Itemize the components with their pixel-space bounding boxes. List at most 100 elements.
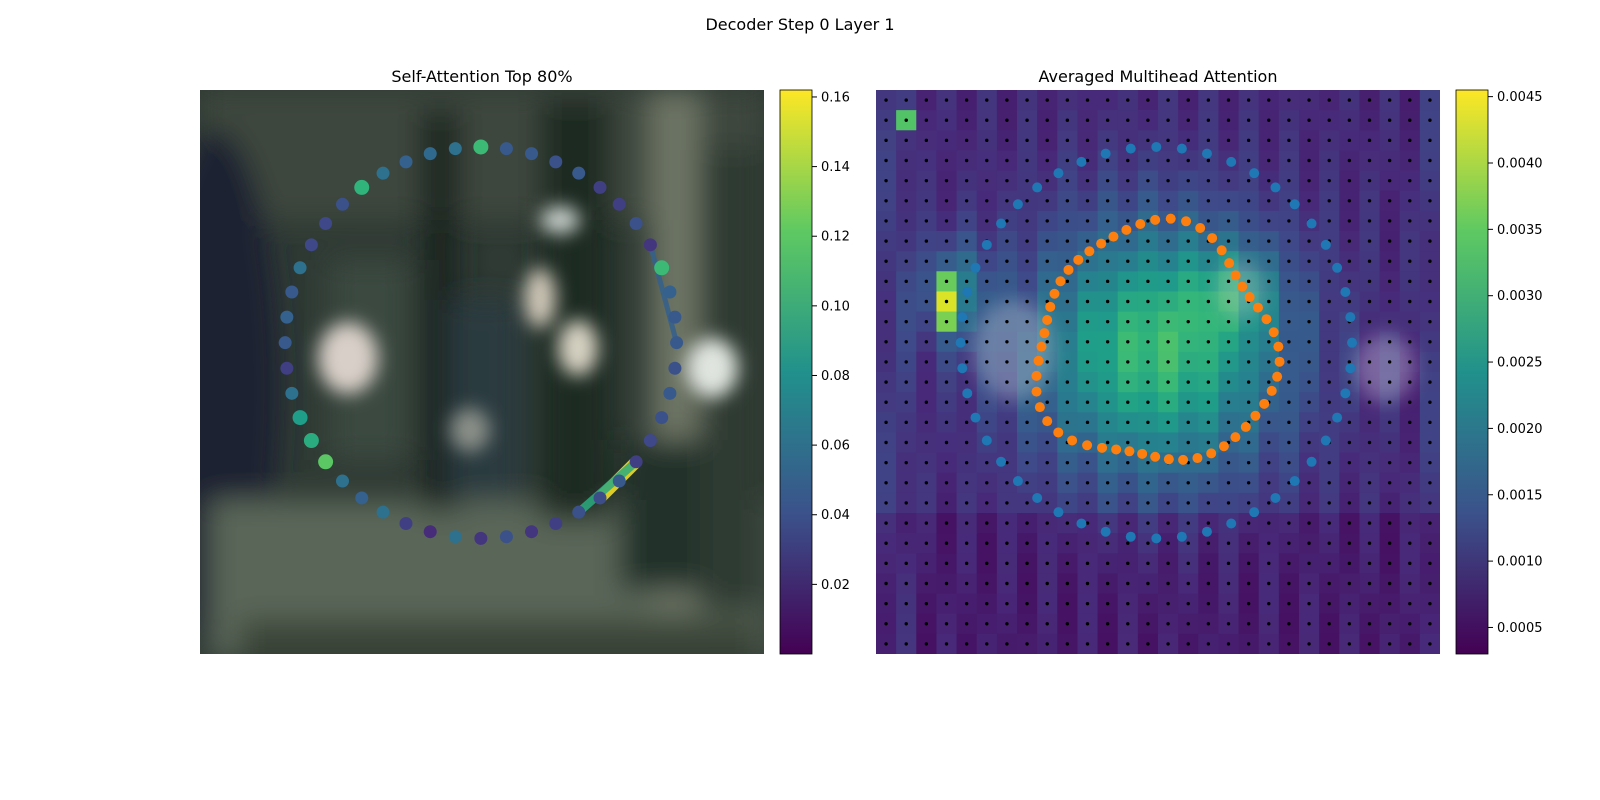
grid-point <box>1428 360 1432 364</box>
grid-point <box>1045 199 1049 203</box>
grid-point <box>904 420 908 425</box>
grid-point <box>1085 259 1090 263</box>
grid-point <box>1186 118 1190 122</box>
grid-point <box>1065 279 1070 284</box>
grid-point <box>924 581 929 586</box>
grid-point <box>924 460 929 465</box>
grid-point <box>1287 400 1291 404</box>
grid-point <box>1307 601 1311 606</box>
query-point <box>280 361 294 375</box>
grid-point <box>1428 601 1432 606</box>
grid-point <box>1267 118 1271 122</box>
grid-point <box>944 501 949 505</box>
grid-point <box>884 158 888 163</box>
outer-ring-point <box>1125 143 1136 154</box>
outer-ring-point <box>1176 143 1187 154</box>
grid-point <box>1146 118 1150 122</box>
grid-point <box>1367 642 1372 646</box>
grid-point <box>904 601 908 606</box>
grid-point <box>1025 481 1029 485</box>
grid-point <box>924 340 929 344</box>
grid-point <box>1065 541 1070 545</box>
grid-point <box>1387 259 1392 263</box>
grid-point <box>1005 642 1009 646</box>
grid-point <box>1186 481 1190 485</box>
grid-point <box>1025 158 1029 163</box>
grid-point <box>1105 460 1110 465</box>
grid-point <box>944 642 949 646</box>
grid-point <box>1065 219 1070 223</box>
grid-point <box>1367 440 1372 445</box>
grid-point <box>1065 400 1070 404</box>
grid-point <box>1347 178 1352 183</box>
grid-point <box>904 521 908 525</box>
grid-point <box>1025 98 1029 102</box>
grid-point <box>1246 460 1251 465</box>
grid-point <box>1085 178 1090 183</box>
outer-ring-point <box>1100 148 1111 159</box>
grid-point <box>1045 561 1049 566</box>
inner-contour-point <box>1230 270 1241 281</box>
grid-point <box>1246 642 1251 646</box>
grid-point <box>1347 380 1352 384</box>
grid-point <box>964 420 969 425</box>
grid-point <box>1307 158 1311 163</box>
inner-contour-point <box>1055 276 1066 287</box>
grid-point <box>1287 299 1291 304</box>
grid-point <box>1166 501 1170 505</box>
grid-point <box>1146 360 1150 364</box>
grid-point <box>1347 460 1352 465</box>
query-point <box>448 530 462 544</box>
grid-point <box>964 400 969 404</box>
grid-point <box>1347 541 1352 545</box>
grid-point <box>1327 279 1331 284</box>
grid-point <box>924 501 929 505</box>
query-point <box>304 238 318 252</box>
grid-point <box>1287 98 1291 102</box>
grid-point <box>1166 541 1170 545</box>
grid-point <box>1307 581 1311 586</box>
outer-ring-point <box>955 337 966 348</box>
grid-point <box>924 259 929 263</box>
grid-point <box>1226 642 1231 646</box>
grid-point <box>1287 601 1291 606</box>
grid-point <box>1408 279 1412 284</box>
grid-point <box>1065 501 1070 505</box>
grid-point <box>1287 380 1291 384</box>
grid-point <box>1347 420 1352 425</box>
grid-point <box>1387 319 1392 324</box>
grid-point <box>1186 279 1190 284</box>
grid-point <box>1287 581 1291 586</box>
grid-point <box>964 481 969 485</box>
inner-contour-point <box>1045 301 1056 312</box>
grid-point <box>1085 481 1090 485</box>
grid-point <box>1387 279 1392 284</box>
grid-point <box>1246 319 1251 324</box>
grid-point <box>1428 400 1432 404</box>
grid-point <box>1166 340 1170 344</box>
grid-point <box>1126 158 1130 163</box>
grid-point <box>1146 158 1150 163</box>
inner-contour-point <box>1063 264 1074 275</box>
grid-point <box>1065 521 1070 525</box>
colorbar-tick-label: 0.12 <box>821 230 850 245</box>
grid-point <box>884 299 888 304</box>
inner-contour-point <box>1240 421 1251 432</box>
grid-point <box>1387 239 1392 243</box>
grid-point <box>985 178 989 183</box>
grid-point <box>1428 460 1432 465</box>
grid-point <box>1367 561 1372 566</box>
grid-point <box>1327 541 1331 545</box>
grid-point <box>1045 481 1049 485</box>
grid-point <box>1085 239 1090 243</box>
grid-point <box>884 642 888 646</box>
grid-point <box>1367 118 1372 122</box>
grid-point <box>1005 138 1009 143</box>
grid-point <box>1246 98 1251 102</box>
inner-contour-point <box>1121 224 1132 235</box>
grid-point <box>1045 581 1049 586</box>
grid-point <box>1287 279 1291 284</box>
grid-point <box>1387 541 1392 545</box>
grid-point <box>1367 259 1372 263</box>
grid-point <box>1186 642 1190 646</box>
